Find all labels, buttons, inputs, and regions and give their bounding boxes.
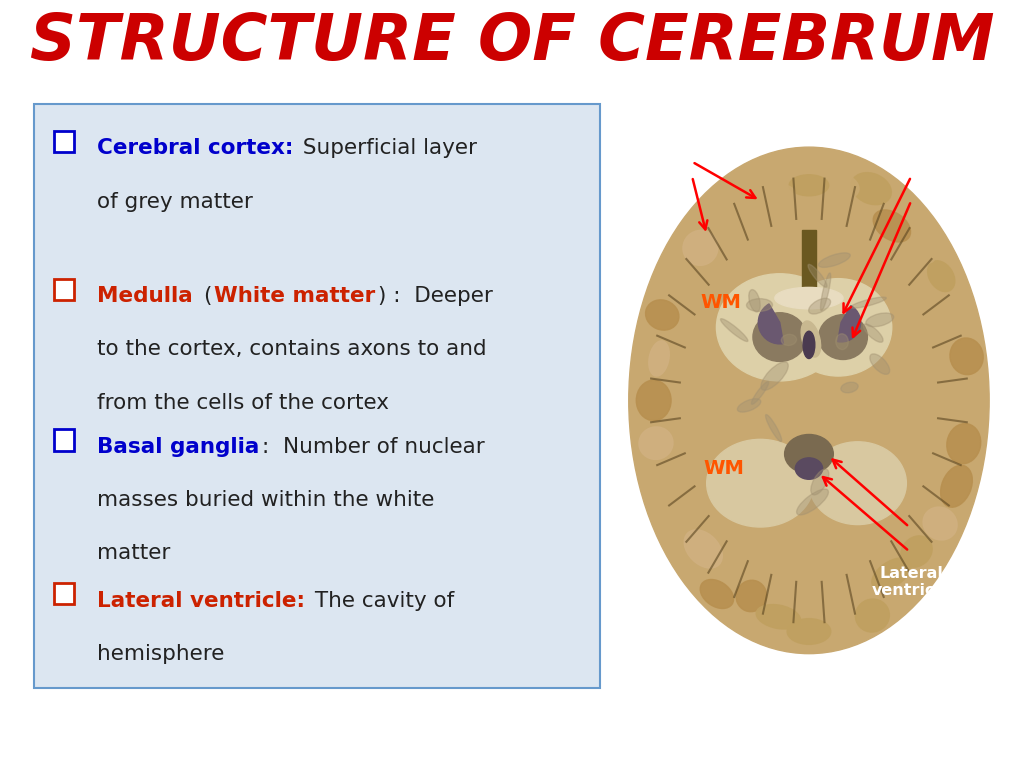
- Ellipse shape: [775, 287, 843, 309]
- Ellipse shape: [700, 580, 733, 608]
- Text: :  Number of nuclear: : Number of nuclear: [262, 437, 484, 457]
- Ellipse shape: [928, 261, 954, 292]
- Text: matter: matter: [96, 544, 170, 564]
- Ellipse shape: [811, 469, 828, 495]
- Text: Superficial layer: Superficial layer: [296, 138, 477, 158]
- Ellipse shape: [809, 442, 906, 525]
- Ellipse shape: [820, 273, 830, 310]
- Ellipse shape: [639, 427, 673, 459]
- Ellipse shape: [683, 230, 718, 266]
- Text: Basal ganglia: Basal ganglia: [96, 437, 259, 457]
- Ellipse shape: [707, 439, 814, 527]
- Ellipse shape: [855, 599, 890, 632]
- Ellipse shape: [753, 313, 807, 362]
- Ellipse shape: [821, 595, 856, 624]
- Ellipse shape: [803, 331, 815, 359]
- Text: from the cells of the cortex: from the cells of the cortex: [96, 392, 389, 412]
- Ellipse shape: [851, 173, 891, 205]
- Text: Lateral ventricle:: Lateral ventricle:: [96, 591, 305, 611]
- Ellipse shape: [841, 382, 858, 392]
- Ellipse shape: [901, 536, 932, 568]
- Text: ) :  Deeper: ) : Deeper: [378, 286, 493, 306]
- FancyBboxPatch shape: [53, 583, 74, 604]
- Ellipse shape: [784, 435, 834, 473]
- Ellipse shape: [717, 273, 843, 381]
- Ellipse shape: [752, 382, 769, 404]
- Ellipse shape: [947, 423, 981, 464]
- Ellipse shape: [818, 253, 850, 267]
- Ellipse shape: [784, 279, 892, 376]
- Wedge shape: [838, 306, 860, 342]
- Ellipse shape: [629, 147, 989, 654]
- Text: (: (: [203, 286, 211, 306]
- Ellipse shape: [866, 313, 894, 326]
- Text: White matter: White matter: [214, 286, 375, 306]
- Ellipse shape: [796, 458, 822, 479]
- Ellipse shape: [684, 530, 722, 568]
- Ellipse shape: [819, 315, 867, 359]
- Text: Medulla: Medulla: [96, 286, 200, 306]
- Ellipse shape: [873, 210, 910, 242]
- Ellipse shape: [957, 384, 981, 417]
- Text: WM: WM: [700, 293, 741, 313]
- Text: of grey matter: of grey matter: [96, 191, 253, 211]
- Ellipse shape: [902, 230, 935, 263]
- Ellipse shape: [746, 299, 772, 311]
- Text: Cerebral cortex:: Cerebral cortex:: [96, 138, 293, 158]
- Ellipse shape: [766, 415, 781, 442]
- Ellipse shape: [819, 173, 859, 200]
- Ellipse shape: [787, 618, 830, 644]
- Text: WM: WM: [703, 459, 744, 478]
- Text: Cortex: Cortex: [629, 137, 688, 152]
- Text: Lateral
ventricle: Lateral ventricle: [871, 566, 951, 598]
- Wedge shape: [759, 304, 783, 344]
- Ellipse shape: [721, 319, 748, 342]
- Ellipse shape: [636, 380, 671, 421]
- Ellipse shape: [737, 399, 761, 412]
- Ellipse shape: [923, 507, 957, 540]
- FancyBboxPatch shape: [53, 279, 74, 300]
- Ellipse shape: [781, 334, 797, 346]
- Text: hemisphere: hemisphere: [96, 644, 224, 664]
- Text: STRUCTURE OF CEREBRUM: STRUCTURE OF CEREBRUM: [30, 11, 994, 73]
- Ellipse shape: [950, 338, 983, 375]
- Text: to the cortex, contains axons to and: to the cortex, contains axons to and: [96, 339, 486, 359]
- Ellipse shape: [871, 558, 911, 590]
- Bar: [802, 230, 816, 288]
- Ellipse shape: [645, 300, 679, 330]
- Ellipse shape: [671, 266, 698, 300]
- Ellipse shape: [797, 489, 828, 515]
- Ellipse shape: [943, 296, 971, 332]
- Text: Basal
ganglia: Basal ganglia: [883, 134, 949, 167]
- FancyBboxPatch shape: [53, 131, 74, 152]
- Ellipse shape: [809, 298, 830, 314]
- Ellipse shape: [649, 341, 670, 376]
- Text: masses buried within the white: masses buried within the white: [96, 490, 434, 510]
- Ellipse shape: [756, 604, 801, 629]
- Ellipse shape: [749, 290, 760, 312]
- Ellipse shape: [836, 334, 848, 349]
- Ellipse shape: [863, 324, 883, 343]
- Ellipse shape: [705, 201, 739, 233]
- Ellipse shape: [801, 321, 820, 357]
- Ellipse shape: [869, 354, 890, 374]
- Ellipse shape: [732, 184, 768, 219]
- Ellipse shape: [851, 297, 886, 308]
- Ellipse shape: [790, 175, 828, 196]
- FancyBboxPatch shape: [53, 429, 74, 451]
- Ellipse shape: [648, 466, 674, 507]
- Ellipse shape: [736, 581, 767, 611]
- Ellipse shape: [808, 264, 827, 287]
- Ellipse shape: [941, 465, 973, 507]
- Ellipse shape: [765, 185, 796, 207]
- Ellipse shape: [658, 513, 687, 543]
- Ellipse shape: [761, 362, 788, 390]
- FancyBboxPatch shape: [34, 104, 600, 688]
- Text: The cavity of: The cavity of: [307, 591, 454, 611]
